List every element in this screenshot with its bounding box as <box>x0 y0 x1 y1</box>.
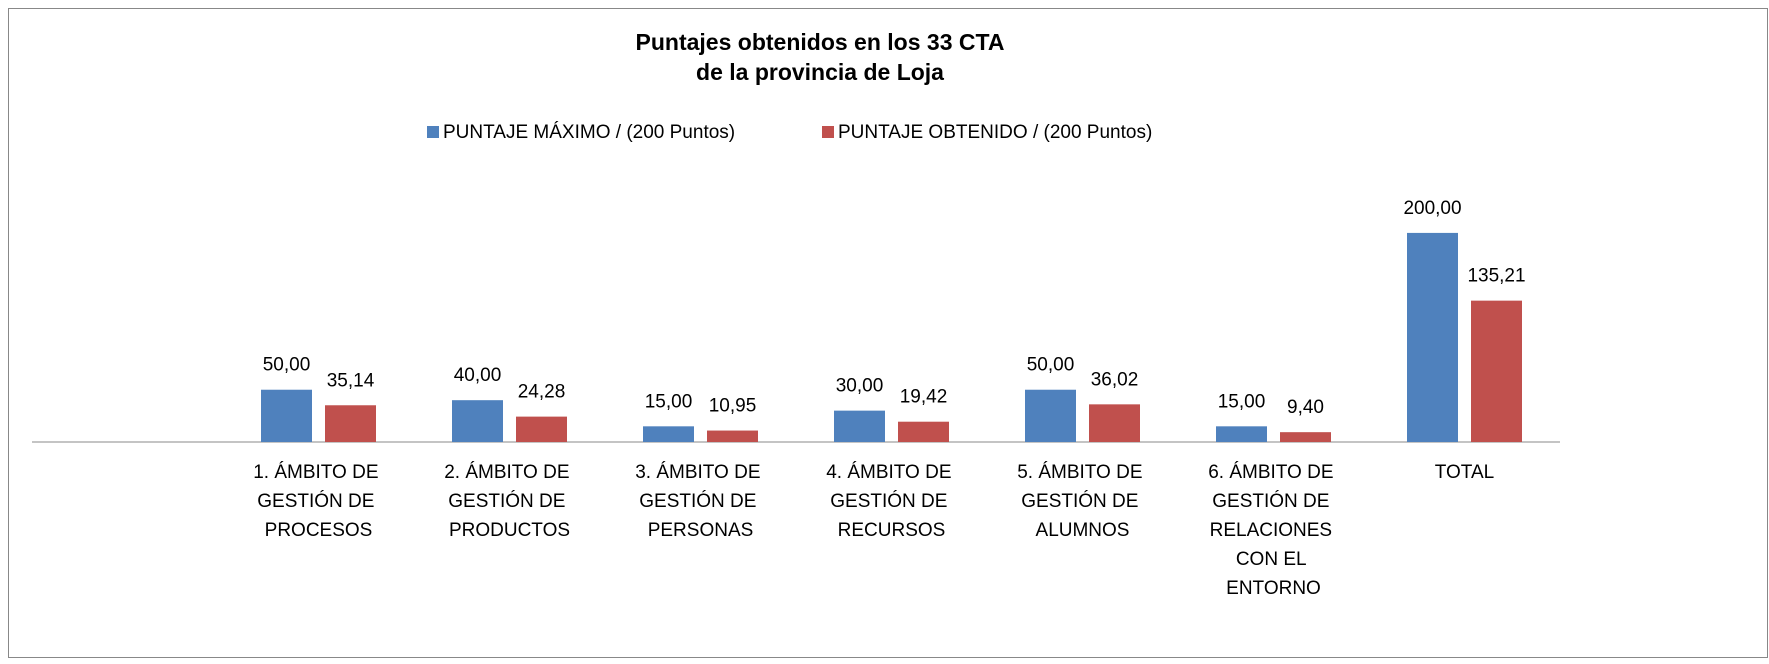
bar <box>707 430 758 442</box>
chart-title: Puntajes obtenidos en los 33 CTA <box>636 29 1005 55</box>
x-tick-label: 5. ÁMBITO DE GESTIÓN DE ALUMNOS <box>1017 462 1148 541</box>
x-tick-label: 1. ÁMBITO DE GESTIÓN DE PROCESOS <box>253 462 384 541</box>
bar <box>452 400 503 442</box>
bar <box>1471 300 1522 442</box>
data-label: 9,40 <box>1287 397 1324 418</box>
data-label: 40,00 <box>454 365 502 386</box>
legend-label: PUNTAJE OBTENIDO / (200 Puntos) <box>838 122 1152 143</box>
legend-swatch <box>427 126 439 138</box>
bar <box>325 405 376 442</box>
x-tick-label: TOTAL <box>1435 462 1494 483</box>
bar <box>1025 389 1076 442</box>
data-label: 200,00 <box>1403 198 1461 219</box>
data-label: 24,28 <box>518 382 566 403</box>
data-label: 15,00 <box>645 391 693 412</box>
data-label: 36,02 <box>1091 369 1139 390</box>
data-label: 135,21 <box>1467 266 1525 287</box>
bar <box>643 426 694 442</box>
bar <box>1280 432 1331 442</box>
x-tick-label: 2. ÁMBITO DE GESTIÓN DE PRODUCTOS <box>444 462 575 541</box>
data-label: 30,00 <box>836 376 884 397</box>
data-label: 19,42 <box>900 387 948 408</box>
bar <box>516 416 567 442</box>
data-label: 10,95 <box>709 396 757 417</box>
bar <box>1216 426 1267 442</box>
x-tick-label: 4. ÁMBITO DE GESTIÓN DE RECURSOS <box>826 462 957 541</box>
chart-title: de la provincia de Loja <box>696 59 944 85</box>
bar <box>834 410 885 442</box>
bar <box>1407 232 1458 442</box>
data-label: 15,00 <box>1218 391 1266 412</box>
bar <box>261 389 312 442</box>
legend-swatch <box>822 126 834 138</box>
data-label: 50,00 <box>1027 355 1075 376</box>
bar <box>898 421 949 442</box>
x-tick-label: 3. ÁMBITO DE GESTIÓN DE PERSONAS <box>635 462 766 541</box>
legend-label: PUNTAJE MÁXIMO / (200 Puntos) <box>443 122 735 143</box>
bar <box>1089 404 1140 442</box>
data-label: 50,00 <box>263 355 311 376</box>
x-tick-label: 6. ÁMBITO DE GESTIÓN DE RELACIONES CON E… <box>1208 462 1339 599</box>
data-label: 35,14 <box>327 370 375 391</box>
